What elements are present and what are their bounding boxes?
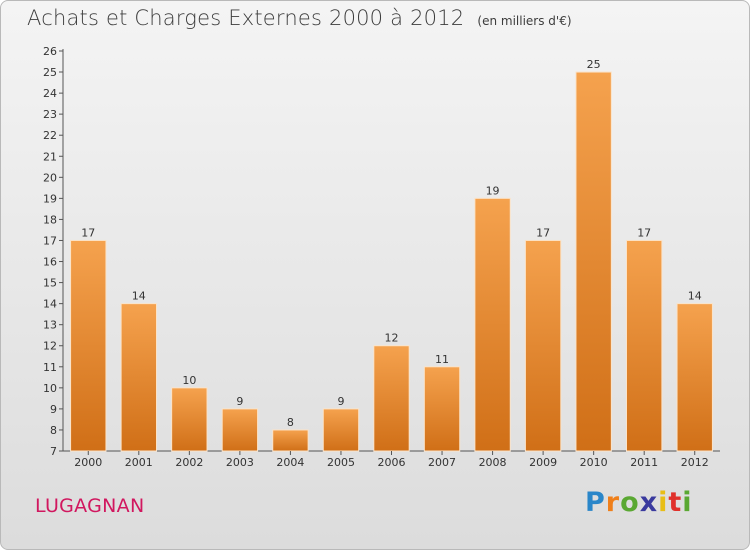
x-tick-label: 2002 [175,456,203,469]
x-tick-label: 2009 [529,456,557,469]
data-label: 25 [587,58,601,71]
data-label: 17 [536,226,550,239]
chart-subtitle: (en milliers d'€) [477,14,572,28]
y-tick-label: 13 [43,319,57,332]
logo-letter: i [658,487,669,518]
bar [626,239,663,452]
chart-title: Achats et Charges Externes 2000 à 2012 [27,6,465,30]
data-label: 14 [132,290,146,303]
y-tick-label: 25 [43,66,57,79]
commune-name: LUGAGNAN [35,495,145,517]
x-tick-label: 2008 [479,456,507,469]
y-tick-label: 26 [43,45,57,58]
y-tick-label: 17 [43,234,57,247]
data-label: 10 [182,374,196,387]
data-label: 11 [435,353,449,366]
data-label: 12 [385,332,399,345]
x-tick-label: 2004 [276,456,304,469]
logo-letter: o [620,487,640,518]
x-tick-label: 2011 [630,456,658,469]
x-tick-label: 2001 [125,456,153,469]
x-tick-label: 2010 [580,456,608,469]
bar [70,239,107,452]
bar [676,303,713,452]
logo-letter: r [605,487,621,518]
data-label: 17 [81,226,95,239]
x-tick-label: 2000 [74,456,102,469]
bar [221,408,259,452]
logo-letter: t [668,487,683,518]
x-tick-label: 2003 [226,456,254,469]
bar [272,429,309,452]
y-tick-label: 9 [50,403,57,416]
y-tick-label: 16 [43,256,57,269]
data-label: 9 [337,395,344,408]
bar [575,71,612,452]
y-tick-label: 23 [43,108,57,121]
x-tick-label: 2005 [327,456,355,469]
data-label: 8 [287,416,294,429]
y-tick-label: 14 [43,298,57,311]
logo-letter: i [682,487,693,518]
y-tick-label: 7 [50,445,57,458]
y-tick-label: 11 [43,361,57,374]
y-tick-label: 24 [43,87,57,100]
y-tick-label: 15 [43,277,57,290]
data-label: 9 [236,395,243,408]
y-tick-label: 19 [43,192,57,205]
y-tick-label: 8 [50,424,57,437]
y-tick-label: 10 [43,382,57,395]
bar [474,197,511,452]
proxiti-logo[interactable]: Proxiti [585,487,693,518]
bar [322,408,360,452]
y-tick-label: 20 [43,171,57,184]
title-row: Achats et Charges Externes 2000 à 2012 (… [27,6,572,30]
logo-letter: x [639,487,659,518]
x-tick-label: 2007 [428,456,456,469]
data-label: 17 [637,226,651,239]
bar [120,303,157,452]
x-tick-label: 2006 [378,456,406,469]
bar [423,366,461,452]
data-label: 19 [486,184,500,197]
y-tick-label: 21 [43,150,57,163]
y-tick-label: 22 [43,129,57,142]
data-label: 14 [688,290,702,303]
bar [524,239,562,452]
bar [171,387,208,452]
y-tick-label: 18 [43,213,57,226]
bar [373,345,410,452]
x-tick-label: 2012 [681,456,709,469]
y-tick-label: 12 [43,340,57,353]
logo-letter: P [585,487,606,518]
